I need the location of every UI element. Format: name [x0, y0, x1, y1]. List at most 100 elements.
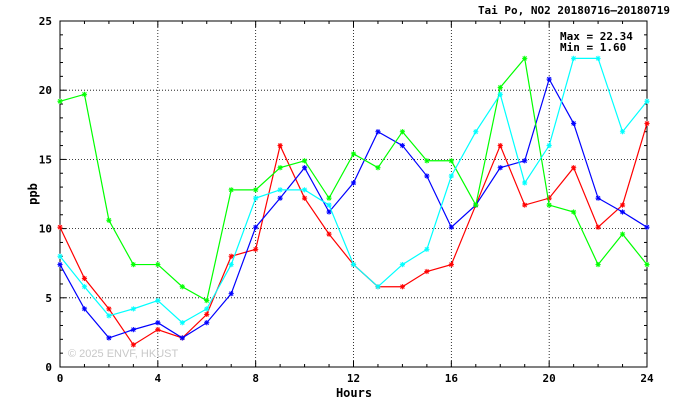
data-point: [130, 306, 136, 312]
y-tick-label: 25: [39, 15, 52, 28]
data-point: [326, 202, 332, 208]
data-point: [644, 224, 650, 230]
data-point: [448, 224, 454, 230]
data-point: [179, 284, 185, 290]
data-point: [546, 202, 552, 208]
y-tick-label: 15: [39, 153, 52, 166]
x-tick-label: 20: [543, 372, 556, 385]
data-point: [301, 187, 308, 193]
data-point: [277, 195, 283, 201]
data-point: [179, 320, 185, 326]
data-point: [57, 224, 63, 230]
data-point: [57, 261, 63, 268]
data-point: [106, 313, 112, 319]
data-point: [228, 291, 234, 297]
chart-title: Tai Po, NO2 20180716–20180719: [478, 4, 670, 17]
data-point: [375, 165, 381, 171]
watermark: © 2025 ENVF, HKUST: [68, 348, 178, 360]
data-point: [155, 297, 161, 304]
x-tick-labels: 0 4 8 12 16 20 24: [57, 372, 654, 385]
y-tick-label: 0: [45, 361, 52, 374]
data-point: [497, 142, 503, 149]
series-3: [57, 55, 650, 304]
data-point: [399, 284, 406, 290]
x-axis-label: Hours: [336, 386, 372, 400]
data-point: [522, 180, 528, 186]
data-point: [571, 120, 577, 127]
data-point: [644, 98, 650, 104]
data-point: [424, 173, 430, 179]
data-point: [619, 231, 626, 237]
data-point: [375, 284, 381, 290]
data-point: [595, 55, 601, 61]
data-point: [228, 261, 234, 268]
data-point: [253, 224, 259, 230]
data-point: [619, 209, 626, 215]
data-point: [522, 158, 528, 164]
data-point: [228, 187, 234, 193]
data-point: [204, 297, 210, 304]
data-point: [326, 195, 332, 201]
x-tick-label: 24: [640, 372, 654, 385]
y-tick-labels: 0 5 10 15 20 25: [39, 15, 52, 374]
data-point: [301, 165, 308, 171]
data-point: [399, 261, 406, 268]
data-point: [399, 129, 406, 135]
data-point: [424, 158, 430, 164]
max-value: Max = 22.34: [560, 30, 633, 43]
data-point: [644, 120, 650, 127]
data-point: [448, 173, 454, 179]
data-point: [595, 195, 601, 201]
data-point: [277, 142, 283, 149]
data-point: [81, 284, 88, 290]
data-point: [253, 187, 259, 193]
x-tick-label: 12: [347, 372, 360, 385]
data-point: [571, 55, 577, 61]
data-point: [473, 202, 479, 208]
data-point: [130, 342, 136, 348]
x-tick-label: 0: [57, 372, 64, 385]
y-axis-label: ppb: [26, 183, 40, 205]
data-point: [130, 261, 136, 268]
axis-ticks: [59, 20, 648, 368]
data-point: [81, 275, 88, 282]
data-point: [277, 165, 283, 171]
data-point: [546, 76, 552, 82]
data-point: [228, 253, 234, 259]
data-point: [155, 327, 161, 333]
data-point: [326, 231, 332, 237]
data-point: [448, 158, 454, 164]
data-point: [253, 246, 259, 252]
y-tick-label: 20: [39, 84, 52, 97]
data-point: [497, 91, 503, 97]
data-point: [546, 142, 552, 149]
series-2: [57, 76, 650, 341]
data-point: [399, 142, 406, 149]
data-point: [473, 129, 479, 135]
data-point: [253, 195, 259, 201]
data-point: [106, 217, 112, 223]
data-point: [424, 246, 430, 252]
data-point: [448, 261, 454, 268]
y-tick-label: 5: [45, 292, 52, 305]
data-point: [522, 202, 528, 208]
data-point: [644, 261, 650, 268]
series-layer: [57, 55, 650, 348]
data-point: [522, 55, 528, 61]
data-point: [204, 306, 210, 312]
x-tick-label: 16: [445, 372, 459, 385]
data-point: [326, 209, 332, 215]
data-point: [106, 335, 112, 341]
data-point: [497, 165, 503, 171]
data-point: [57, 98, 63, 104]
data-point: [106, 306, 112, 312]
min-value: Min = 1.60: [560, 41, 626, 54]
data-point: [57, 253, 63, 259]
data-point: [595, 261, 601, 268]
data-point: [571, 209, 577, 215]
data-point: [619, 202, 626, 208]
data-point: [130, 327, 136, 333]
data-point: [571, 165, 577, 171]
data-point: [179, 335, 185, 341]
